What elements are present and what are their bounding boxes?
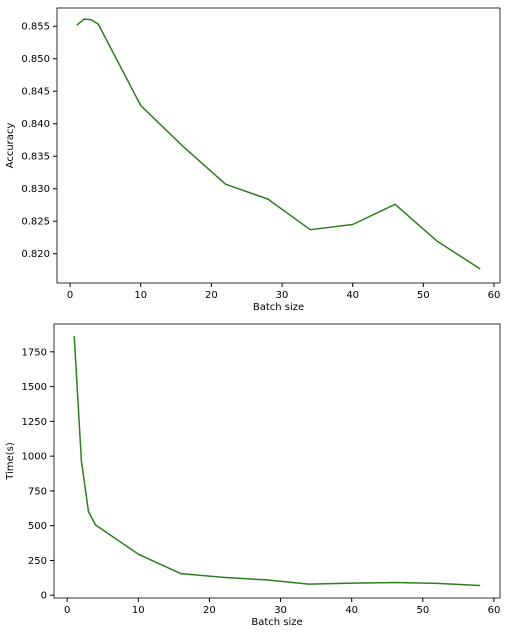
y-axis-label: Accuracy: [5, 123, 16, 169]
y-tick-label: 500: [28, 521, 47, 532]
x-tick-label: 40: [345, 605, 358, 616]
data-point: [87, 511, 90, 513]
data-point: [436, 582, 438, 584]
data-point: [267, 198, 269, 200]
y-tick-label: 250: [28, 556, 47, 567]
x-tick-label: 50: [417, 290, 430, 301]
data-point: [137, 553, 139, 555]
y-tick-label: 0.855: [21, 22, 50, 33]
data-point: [90, 19, 92, 21]
x-tick-label: 10: [134, 290, 147, 301]
x-tick-label: 50: [416, 605, 429, 616]
y-tick-label: 1250: [22, 417, 47, 428]
y-tick-label: 1000: [22, 452, 47, 463]
accuracy-chart: 0 10 20 30 40 50 60 0.820 0.825 0.830 0.835 0.840 0.…: [5, 7, 501, 313]
data-point: [80, 460, 82, 462]
data-point: [479, 584, 481, 587]
y-tick-label: 0: [41, 591, 47, 602]
data-point: [479, 268, 481, 270]
y-tick-label: 0.835: [21, 152, 50, 163]
y-tick-label: 0.850: [21, 54, 50, 65]
y-tick-label: 750: [28, 486, 47, 497]
y-tick-label: 0.845: [21, 87, 50, 98]
y-tick-label: 0.830: [21, 184, 50, 195]
y-tick-label: 0.820: [21, 249, 50, 260]
data-point: [73, 335, 75, 338]
series-line: [76, 18, 481, 270]
y-axis-label: Time(s): [5, 442, 16, 481]
data-point: [308, 583, 310, 585]
x-tick-label: 10: [132, 605, 145, 616]
y-tick-label: 0.840: [21, 119, 50, 130]
data-point: [265, 579, 267, 581]
x-axis-label: Batch size: [253, 302, 304, 313]
data-point: [393, 581, 395, 584]
data-point: [223, 576, 225, 579]
y-tick-label: 1500: [22, 382, 47, 393]
time-chart: 0 10 20 30 40 50 60 0 250 500 750 1000 1250 1500 1750 B…: [5, 323, 501, 628]
x-tick-label: 20: [203, 605, 216, 616]
data-point: [224, 183, 227, 185]
data-point: [95, 524, 97, 526]
x-tick-label: 60: [488, 290, 501, 301]
data-point: [140, 104, 142, 107]
x-tick-label: 60: [488, 605, 501, 616]
x-tick-label: 30: [276, 290, 289, 301]
data-point: [97, 23, 99, 25]
y-tick-label: 0.825: [21, 217, 50, 228]
x-tick-label: 20: [205, 290, 218, 301]
x-tick-label: 40: [346, 290, 359, 301]
data-point: [352, 223, 354, 226]
x-tick-label: 0: [67, 290, 73, 301]
data-point: [351, 582, 353, 584]
data-point: [309, 229, 311, 231]
data-point: [83, 18, 85, 20]
x-axis-label: Batch size: [251, 617, 302, 628]
series-line: [73, 336, 480, 587]
data-point: [436, 240, 439, 242]
data-point: [180, 573, 182, 575]
y-tick-label: 1750: [22, 347, 47, 358]
data-point: [182, 145, 184, 148]
plot-frame: [53, 323, 501, 599]
data-point: [394, 203, 396, 205]
plot-frame: [56, 7, 501, 284]
x-tick-label: 30: [274, 605, 287, 616]
data-point: [76, 24, 78, 26]
x-tick-label: 0: [64, 605, 70, 616]
